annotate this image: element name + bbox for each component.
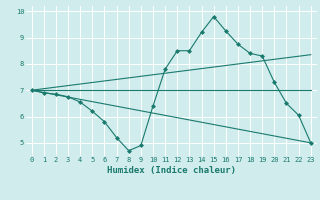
- X-axis label: Humidex (Indice chaleur): Humidex (Indice chaleur): [107, 166, 236, 175]
